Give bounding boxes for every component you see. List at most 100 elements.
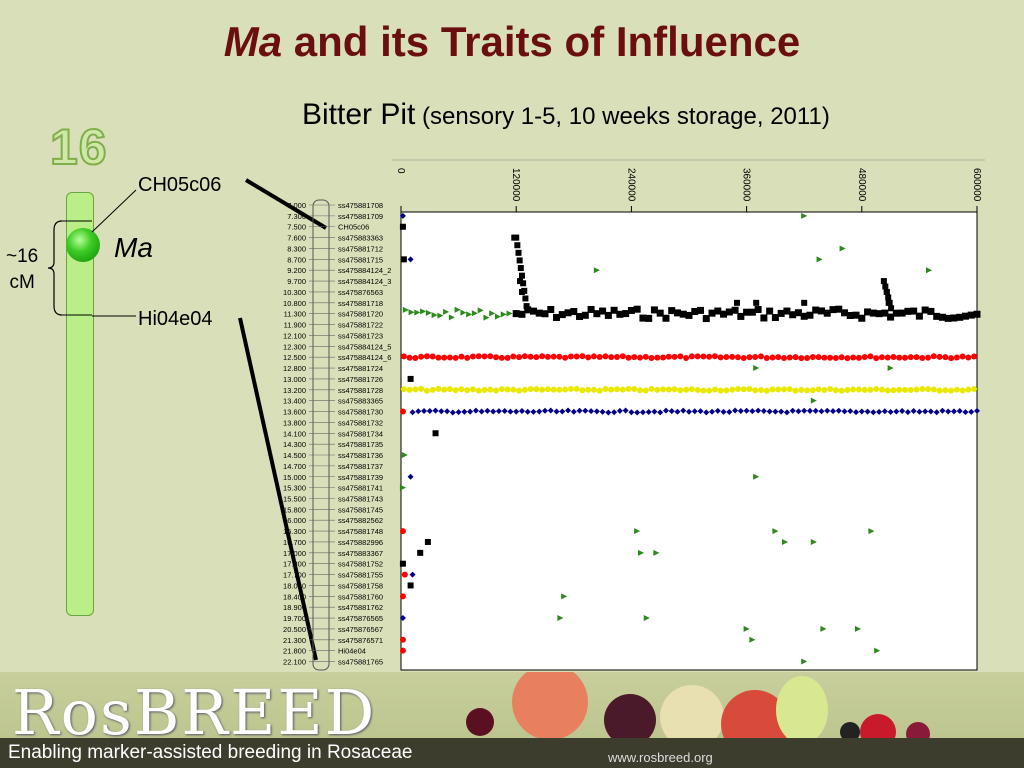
data-point [524, 306, 532, 314]
data-point [861, 354, 868, 361]
data-point [876, 408, 883, 415]
data-point [820, 625, 827, 632]
data-point [423, 353, 430, 360]
data-point [668, 307, 676, 315]
data-point [527, 385, 534, 392]
data-point [660, 386, 667, 393]
data-point [962, 409, 969, 416]
data-point [694, 387, 701, 394]
map-position-label: 11.300 [284, 310, 306, 319]
map-position-label: 9.200 [287, 266, 306, 275]
data-point [816, 256, 823, 263]
data-point [795, 408, 802, 415]
data-point [945, 408, 952, 415]
data-point [806, 311, 814, 319]
data-point [782, 538, 788, 545]
chart-subtitle: Bitter Pit (sensory 1-5, 10 weeks storag… [302, 98, 830, 132]
data-point [399, 212, 406, 219]
data-point [521, 353, 528, 360]
interval-value: ~16 [6, 246, 39, 267]
data-point [477, 307, 484, 314]
data-point [821, 354, 828, 361]
data-point [634, 409, 641, 416]
marker-label-top: CH05c06 [138, 174, 222, 196]
plot-area: 0 120000 240000 360000 480000 600000 [392, 159, 985, 671]
data-point [616, 407, 623, 414]
map-marker-label: ss475881755 [338, 571, 383, 580]
data-point [444, 408, 451, 415]
website-link[interactable]: www.rosbreed.org [608, 750, 713, 765]
data-point [460, 309, 467, 316]
data-point [885, 294, 892, 301]
data-point [642, 353, 649, 360]
footer-tagline: Enabling marker-assisted breeding in Ros… [8, 742, 413, 763]
data-point [737, 312, 745, 320]
data-point [573, 353, 580, 360]
data-point [631, 354, 638, 361]
data-point [752, 387, 759, 394]
data-point [622, 310, 630, 318]
map-marker-label: ss475884124_2 [338, 266, 391, 275]
map-position-label: 22.100 [283, 658, 306, 667]
data-point [887, 365, 894, 372]
chromosome-bar [66, 192, 94, 616]
data-point [772, 528, 779, 535]
data-point [483, 314, 490, 321]
data-point [412, 354, 419, 361]
data-point [783, 409, 790, 416]
data-point [400, 256, 407, 263]
data-point [766, 408, 773, 415]
map-position-label: 14.100 [283, 429, 306, 438]
data-point [838, 354, 845, 361]
data-point [926, 267, 932, 274]
data-point [409, 409, 416, 416]
data-point [518, 272, 525, 279]
data-point [832, 355, 839, 362]
data-point [961, 312, 969, 320]
data-point [838, 387, 845, 394]
data-point [892, 309, 900, 317]
data-point [753, 365, 760, 372]
map-position-label: 14.300 [283, 440, 306, 449]
map-position-label: 7.600 [287, 234, 306, 243]
data-point [683, 354, 690, 361]
data-point [579, 387, 586, 394]
map-position-label: 7.500 [287, 223, 306, 232]
data-point [771, 314, 779, 322]
data-point [614, 354, 620, 361]
data-point [786, 386, 793, 393]
data-point [489, 310, 496, 317]
plot-frame [400, 211, 978, 671]
data-point [933, 312, 941, 320]
data-point [426, 408, 433, 415]
data-point [804, 354, 811, 361]
data-point [645, 314, 653, 322]
data-point [407, 582, 414, 589]
data-point [516, 257, 523, 264]
plum-icon [604, 694, 656, 742]
data-point [938, 313, 946, 321]
data-point [671, 386, 678, 393]
map-position-label: 18.900 [283, 603, 306, 612]
data-point [401, 452, 408, 459]
data-point [533, 386, 540, 393]
map-marker-label: ss475881722 [338, 321, 383, 330]
data-point [467, 408, 474, 415]
data-point [697, 306, 705, 314]
data-point [783, 307, 791, 315]
slide-title: Ma and its Traits of Influence [0, 18, 1024, 66]
data-point [539, 386, 546, 393]
map-position-label: 15.300 [283, 484, 306, 493]
map-marker-label: ss475881728 [338, 386, 383, 395]
data-point [417, 549, 424, 556]
data-point [464, 387, 471, 394]
map-position-label: 17.000 [283, 549, 306, 558]
map-position-label: 16.700 [283, 538, 306, 547]
data-point [792, 354, 799, 361]
data-point [700, 353, 707, 360]
data-point [441, 354, 448, 361]
data-point [585, 386, 592, 393]
data-point [487, 386, 494, 393]
data-point [801, 658, 808, 665]
data-point [737, 408, 744, 415]
